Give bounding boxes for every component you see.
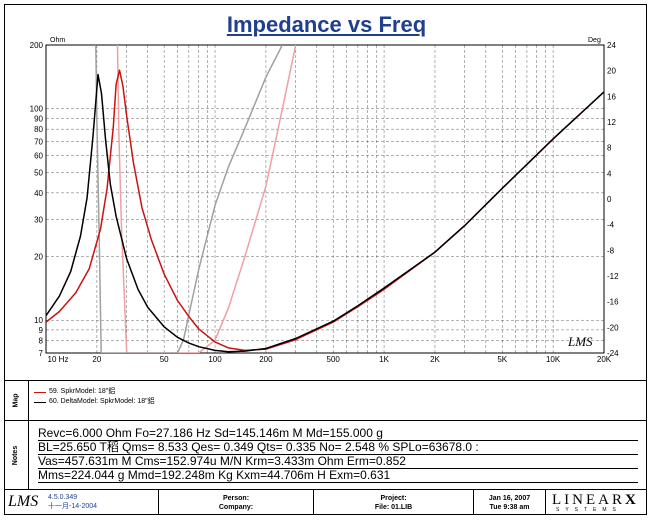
footer-date-cell: Jan 16, 2007 Tue 9:38 am bbox=[474, 490, 546, 515]
brand-logo: LINEARX bbox=[552, 492, 639, 508]
map-side-label: Map bbox=[4, 381, 29, 420]
legend: 59. SpkrModel: 18"鋁 60. DeltaModel: Spkr… bbox=[34, 387, 155, 407]
y2-tick-label: 12 bbox=[607, 118, 616, 127]
map-section: Map 59. SpkrModel: 18"鋁 60. DeltaModel: … bbox=[4, 380, 647, 420]
date-label: Jan 16, 2007 bbox=[488, 495, 531, 502]
plot-border bbox=[45, 44, 605, 354]
x-tick-label: 2K bbox=[430, 355, 440, 364]
y2-tick-label: -12 bbox=[607, 272, 619, 281]
y2-tick-label: 20 bbox=[607, 67, 616, 76]
file-label: File: 01.LIB bbox=[374, 504, 413, 511]
x-tick-label: 10 Hz bbox=[48, 355, 69, 364]
phase-series-line bbox=[116, 45, 297, 353]
x-tick-label: 200 bbox=[259, 355, 273, 364]
x-tick-label: 500 bbox=[327, 355, 341, 364]
y-tick-label: 90 bbox=[34, 114, 43, 123]
impedance-series-line bbox=[46, 69, 604, 352]
x-tick-label: 100 bbox=[208, 355, 222, 364]
lms-watermark: LMS bbox=[567, 334, 593, 349]
note-line: Revc=6.000 Ohm Fo=27.186 Hz Sd=145.146m … bbox=[38, 426, 638, 441]
notes-block: Revc=6.000 Ohm Fo=27.186 Hz Sd=145.146m … bbox=[38, 426, 638, 483]
page-frame bbox=[4, 4, 647, 515]
note-line: BL=25.650 T稻 Qms= 8.533 Qes= 0.349 Qts= … bbox=[38, 440, 638, 455]
y2-tick-label: -20 bbox=[607, 323, 619, 332]
footer-brand-cell: LINEARX SYSTEMS bbox=[546, 490, 647, 515]
y2-tick-label: 24 bbox=[607, 41, 616, 50]
y-tick-label: 100 bbox=[30, 105, 44, 114]
plot-area bbox=[46, 45, 604, 353]
y2-tick-label: -8 bbox=[607, 246, 615, 255]
y-tick-label: 20 bbox=[34, 253, 43, 262]
person-label: Person: bbox=[222, 495, 250, 502]
project-label: Project: bbox=[380, 495, 407, 502]
y2-tick-label: -16 bbox=[607, 298, 619, 307]
y2-tick-label: -24 bbox=[607, 349, 619, 358]
brand-subtitle: SYSTEMS bbox=[556, 507, 622, 513]
legend-item: 59. SpkrModel: 18"鋁 bbox=[34, 387, 155, 397]
x-tick-label: 50 bbox=[160, 355, 169, 364]
y-tick-label: 200 bbox=[30, 41, 44, 50]
note-line: Vas=457.631m M Cms=152.974u M/N Krm=3.43… bbox=[38, 454, 638, 469]
y-tick-label: 40 bbox=[34, 189, 43, 198]
y-tick-label: 60 bbox=[34, 152, 43, 161]
x-tick-label: 1K bbox=[379, 355, 389, 364]
time-label: Tue 9:38 am bbox=[489, 504, 530, 511]
lms-logo: LMS bbox=[8, 493, 39, 510]
legend-label: 59. SpkrModel: 18"鋁 bbox=[49, 388, 116, 395]
y-tick-label: 30 bbox=[34, 215, 43, 224]
footer-person-cell: Person: Company: bbox=[159, 490, 314, 515]
company-label: Company: bbox=[218, 504, 254, 511]
x-tick-label: 10K bbox=[546, 355, 561, 364]
footer-logo-cell: LMS 4.5.0.349 十一月-14-2004 bbox=[4, 490, 159, 515]
impedance-chart: 10 Hz 20 50 100 200 500 1K 2K 5K 10K 20K7891020304… bbox=[30, 37, 619, 364]
y2-tick-label: -4 bbox=[607, 221, 615, 230]
version-info: 4.5.0.349 十一月-14-2004 bbox=[48, 494, 98, 510]
y-tick-label: 50 bbox=[34, 168, 43, 177]
y2-tick-label: 16 bbox=[607, 92, 616, 101]
y-tick-label: 8 bbox=[39, 337, 44, 346]
y2-tick-label: 8 bbox=[607, 144, 612, 153]
footer: LMS 4.5.0.349 十一月-14-2004 Person: Compan… bbox=[4, 489, 647, 515]
note-line: Mms=224.044 g Mmd=192.248m Kg Kxm=44.706… bbox=[38, 468, 638, 483]
y-tick-label: 10 bbox=[34, 316, 43, 325]
y2-tick-label: 0 bbox=[607, 195, 612, 204]
y-tick-label: 70 bbox=[34, 137, 43, 146]
y2-unit-label: Deg bbox=[588, 37, 601, 44]
legend-label: 60. DeltaModel: SpkrModel: 18"鋁 bbox=[49, 398, 155, 405]
notes-side-label: Notes bbox=[4, 421, 29, 489]
impedance-series-line bbox=[46, 73, 604, 353]
y-tick-label: 9 bbox=[39, 326, 44, 335]
legend-item: 60. DeltaModel: SpkrModel: 18"鋁 bbox=[34, 397, 155, 407]
x-tick-label: 20K bbox=[597, 355, 612, 364]
notes-section: Notes Revc=6.000 Ohm Fo=27.186 Hz Sd=145… bbox=[4, 420, 647, 489]
x-tick-label: 5K bbox=[497, 355, 507, 364]
x-tick-label: 20 bbox=[92, 355, 101, 364]
legend-swatch-red bbox=[34, 391, 46, 393]
y2-tick-label: 4 bbox=[607, 169, 612, 178]
chart-title: Impedance vs Freq bbox=[226, 12, 427, 37]
legend-swatch-black bbox=[34, 401, 46, 403]
y-tick-label: 80 bbox=[34, 125, 43, 134]
footer-project-cell: Project: File: 01.LIB bbox=[314, 490, 474, 515]
y-tick-label: 7 bbox=[39, 349, 44, 358]
y-unit-label: Ohm bbox=[50, 37, 65, 44]
